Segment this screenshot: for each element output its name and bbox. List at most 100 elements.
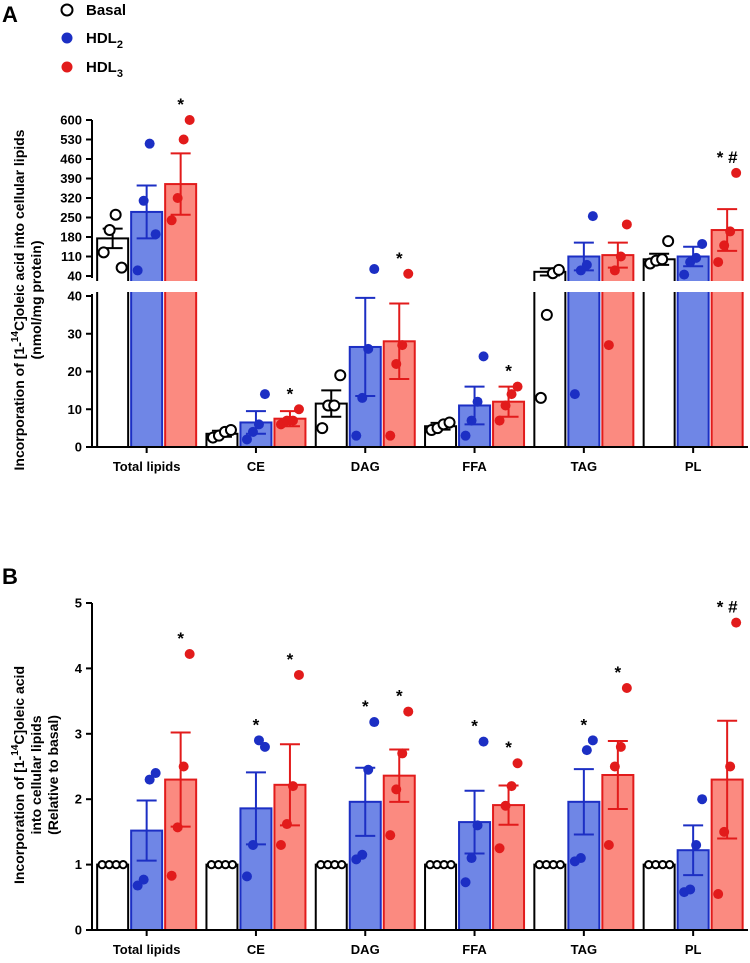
- bar-b-basal-2: [314, 863, 348, 931]
- data-point-b-hdl3-2-1: [391, 784, 402, 795]
- data-point-a-basal-5-2: [656, 253, 669, 266]
- x-tick-label-b-5: PL: [685, 942, 702, 957]
- data-point-b-hdl3-2-2: [397, 748, 408, 759]
- x-tick-label-b-4: TAG: [571, 942, 597, 957]
- data-point-a-basal-2-0: [316, 422, 329, 435]
- data-point-a-hdl2-1-2: [253, 419, 264, 430]
- data-point-b-hdl2-1-0: [241, 871, 252, 882]
- data-point-b-hdl3-5-0: [713, 889, 724, 900]
- data-point-b-hdl2-4-1: [575, 853, 586, 864]
- data-point-b-hdl2-2-2: [363, 764, 374, 775]
- data-point-b-hdl2-2-3: [369, 717, 380, 728]
- data-point-b-hdl2-1-3: [259, 741, 270, 752]
- x-tick-label-a-2: DAG: [351, 459, 380, 474]
- legend-hdl3-marker: [61, 61, 73, 73]
- significance-marker-b-8: *: [615, 663, 622, 682]
- data-point-b-hdl3-1-0: [275, 839, 286, 850]
- data-point-b-hdl2-3-0: [460, 877, 471, 888]
- x-tick-label-b-1: CE: [247, 942, 265, 957]
- significance-marker-b-0: *: [177, 629, 184, 648]
- data-point-a-hdl3-2-0: [385, 430, 396, 441]
- data-point-b-hdl3-3-0: [494, 843, 505, 854]
- data-point-b-hdl3-4-2: [615, 741, 626, 752]
- data-point-a-hdl3-5-1: [719, 240, 730, 251]
- data-point-b-hdl3-5-3: [731, 617, 742, 628]
- y-tick-label-upper-a-4: 320: [60, 191, 82, 206]
- data-point-a-hdl3-1-2: [287, 415, 298, 426]
- panel-a-ylabel-line2: (nmol/mg protein): [28, 241, 44, 360]
- data-point-a-basal-3-3: [443, 416, 456, 429]
- significance-marker-b-1: *: [253, 715, 260, 734]
- y-tick-label-b-2: 2: [75, 792, 82, 807]
- data-point-b-hdl2-0-1: [138, 874, 149, 885]
- data-point-a-hdl3-0-1: [172, 193, 183, 203]
- y-tick-label-upper-a-1: 110: [61, 249, 82, 264]
- data-point-b-basal-5-3: [665, 860, 675, 870]
- panel-b-ylabel-line2: into cellular lipids: [28, 715, 44, 834]
- significance-marker-a-3: *: [505, 362, 512, 381]
- data-point-a-hdl2-4-2: [581, 259, 592, 270]
- data-point-b-hdl3-0-2: [178, 761, 189, 772]
- data-point-a-hdl2-5-2: [691, 252, 702, 263]
- data-point-b-hdl3-5-1: [719, 826, 730, 837]
- data-point-a-hdl2-1-1: [247, 426, 258, 437]
- panel-b-ylabel-sup: 14: [10, 744, 21, 756]
- y-tick-label-lower-a-1: 10: [68, 402, 82, 417]
- panel-b-ylabel-line3: (Relative to basal): [45, 715, 61, 835]
- x-tick-label-a-1: CE: [247, 459, 265, 474]
- significance-marker-b-6: *: [505, 738, 512, 757]
- data-point-a-hdl3-4-3: [621, 219, 632, 230]
- chart-marks: ***** #Total lipids CE DAG FFA TAG PL01020304…: [60, 95, 750, 957]
- y-tick-label-upper-a-0: 40: [68, 269, 82, 284]
- legend-hdl2-sub: 2: [117, 39, 123, 51]
- data-point-a-hdl3-3-0: [494, 415, 505, 426]
- data-point-b-hdl3-0-3: [184, 649, 195, 660]
- data-point-b-hdl3-2-0: [385, 830, 396, 841]
- significance-marker-a-4: * #: [717, 148, 738, 167]
- legend-hdl2-text: HDL: [86, 30, 117, 47]
- x-tick-label-b-2: DAG: [351, 942, 380, 957]
- panel-b-ylabel-line1: Incorporation of [1-14C]oleic acid: [10, 666, 27, 884]
- y-tick-label-upper-a-3: 250: [60, 210, 82, 225]
- panel-a-ylabel: Incorporation of [1-14C]oleic acid into …: [10, 129, 44, 470]
- y-tick-label-b-5: 5: [75, 596, 82, 611]
- data-point-b-hdl2-5-2: [691, 839, 702, 850]
- data-point-b-hdl2-2-1: [357, 849, 368, 860]
- y-tick-label-b-4: 4: [75, 661, 83, 676]
- data-point-b-hdl2-4-3: [587, 735, 598, 746]
- data-point-b-hdl3-5-2: [725, 761, 736, 772]
- data-point-b-hdl3-4-1: [609, 761, 620, 772]
- bar-b-basal-1: [205, 863, 239, 931]
- data-point-a-hdl2-3-1: [466, 415, 477, 426]
- data-point-b-hdl3-0-1: [172, 822, 183, 833]
- data-point-a-basal-2-3: [334, 369, 347, 382]
- panel-a-plot: * * * * * # Total lipids CE DAG FFA TAG PL: [92, 95, 748, 474]
- data-point-b-hdl2-5-1: [685, 884, 696, 895]
- data-point-a-hdl2-4-3: [587, 211, 598, 222]
- significance-marker-a-2: *: [396, 249, 403, 268]
- data-point-b-hdl3-3-2: [506, 781, 517, 792]
- data-point-b-basal-3-3: [446, 860, 456, 870]
- data-point-b-hdl2-4-2: [581, 745, 592, 756]
- significance-marker-b-2: *: [287, 650, 294, 669]
- data-point-b-hdl2-3-3: [478, 736, 489, 747]
- panel-a-ylabel-rest: C]oleic acid into cellular lipids: [11, 129, 27, 331]
- panel-b-ylabel: Incorporation of [1-14C]oleic acid into …: [10, 666, 61, 884]
- data-point-a-hdl3-0-0: [166, 215, 177, 226]
- legend-hdl3-sub: 3: [117, 68, 123, 80]
- data-point-b-hdl2-1-1: [247, 839, 258, 850]
- data-point-a-basal-0-0: [97, 246, 110, 259]
- data-point-a-basal-4-0: [534, 391, 547, 404]
- bar-b-basal-3: [424, 863, 458, 931]
- data-point-a-basal-4-1: [540, 308, 553, 321]
- data-point-a-hdl3-5-0: [713, 257, 724, 268]
- data-point-b-hdl3-0-0: [166, 870, 177, 881]
- significance-marker-a-1: *: [287, 384, 294, 403]
- y-tick-label-b-1: 1: [75, 857, 82, 872]
- data-point-a-hdl2-3-2: [472, 396, 483, 407]
- data-point-a-basal-2-2: [328, 399, 341, 412]
- data-point-a-hdl3-5-2: [725, 226, 736, 237]
- data-point-a-basal-0-2: [109, 208, 122, 221]
- x-tick-label-b-0: Total lipids: [113, 942, 181, 957]
